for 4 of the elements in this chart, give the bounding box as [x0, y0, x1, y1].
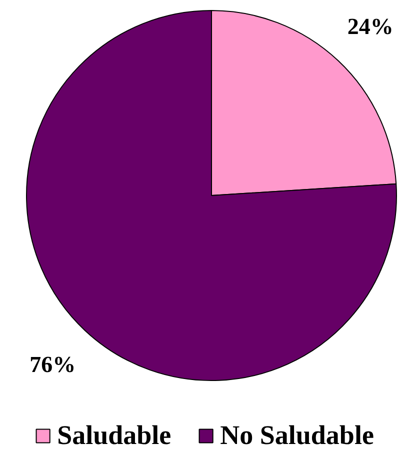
data-label: 24%	[347, 14, 394, 39]
legend-label: Saludable	[57, 420, 172, 451]
legend-label: No Saludable	[220, 420, 374, 451]
data-label: 76%	[30, 352, 76, 378]
